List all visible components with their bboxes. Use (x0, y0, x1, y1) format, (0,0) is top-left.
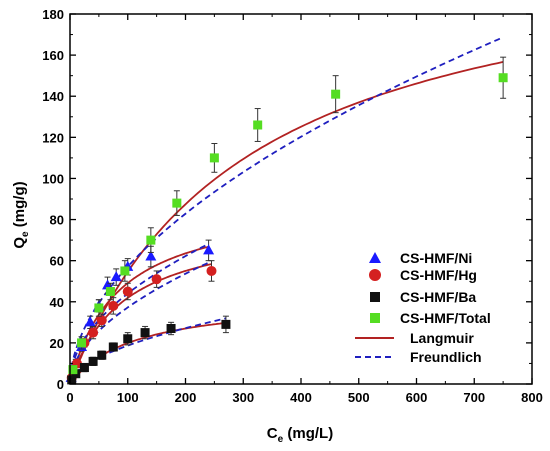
legend-item-ni: CS-HMF/Ni (369, 250, 472, 266)
y-tick-label: 120 (42, 130, 64, 145)
x-tick-label: 200 (175, 390, 197, 405)
x-tick-label: 0 (66, 390, 73, 405)
data-point-total (498, 73, 508, 83)
axes: 0 100 200 300 400 500 600 700 800 0 20 40 60 80 100 120… (42, 7, 543, 405)
legend-marker-triangle (369, 252, 381, 263)
y-tick-label: 80 (50, 213, 64, 228)
x-tick-label: 800 (521, 390, 543, 405)
freundlich-fit-curve (69, 36, 504, 378)
y-tick-label: 140 (42, 89, 64, 104)
x-axis-title: Ce (mg/L) (267, 425, 333, 445)
data-point-ba (108, 342, 118, 352)
data-point-total (331, 89, 341, 99)
legend-label: CS-HMF/Hg (400, 267, 477, 283)
x-tick-label: 100 (117, 390, 139, 405)
y-tick-label: 100 (42, 171, 64, 186)
data-point-ni (110, 271, 122, 282)
x-tick-label: 600 (406, 390, 428, 405)
data-point-hg (122, 286, 133, 297)
x-tick-label: 700 (463, 390, 485, 405)
legend-marker-square (370, 313, 380, 323)
data-point-ba (166, 324, 176, 333)
data-point-ni (145, 250, 157, 261)
data-point-total (94, 303, 104, 313)
plot-frame (69, 13, 533, 385)
legend-label: CS-HMF/Total (400, 310, 491, 326)
data-point-hg (206, 265, 217, 276)
y-tick-label: 0 (57, 377, 64, 392)
data-point-total (105, 287, 115, 296)
data-point-ba (123, 334, 133, 344)
legend-item-freundlich: Freundlich (355, 349, 482, 365)
x-tick-label: 400 (290, 390, 312, 405)
legend-marker-square (370, 292, 380, 302)
data-point-hg (108, 300, 119, 311)
data-point-total (120, 266, 130, 276)
legend-item-ba: CS-HMF/Ba (370, 289, 476, 305)
langmuir-fit-curve (69, 61, 504, 384)
legend-item-langmuir: Langmuir (355, 330, 474, 346)
data-point-ba (140, 328, 150, 338)
data-point-ba (221, 319, 231, 329)
data-point-ni (203, 244, 215, 255)
data-point-ni (84, 316, 96, 327)
data-point-total (68, 365, 78, 375)
y-tick-label: 180 (42, 7, 64, 22)
legend: CS-HMF/Ni CS-HMF/Hg CS-HMF/Ba CS-HMF/Tot… (355, 250, 491, 365)
legend-item-hg: CS-HMF/Hg (369, 267, 477, 283)
x-tick-label: 300 (232, 390, 254, 405)
legend-label: CS-HMF/Ni (400, 250, 472, 266)
legend-item-total: CS-HMF/Total (370, 310, 491, 326)
data-point-hg (96, 315, 107, 326)
data-points (65, 56, 508, 385)
data-point-total (146, 235, 156, 245)
data-point-ba (79, 363, 89, 373)
data-point-hg (88, 327, 99, 338)
data-point-total (77, 338, 87, 348)
legend-label: CS-HMF/Ba (400, 289, 476, 305)
y-tick-label: 20 (50, 336, 64, 351)
y-tick-label: 40 (50, 295, 64, 310)
data-point-ba (97, 350, 107, 360)
y-tick-label: 60 (50, 254, 64, 269)
data-point-total (172, 198, 182, 208)
data-point-ba (88, 356, 98, 366)
y-axis-title: Qe (mg/g) (11, 181, 31, 248)
data-point-ba (67, 375, 77, 385)
legend-label: Freundlich (410, 349, 482, 365)
legend-label: Langmuir (410, 330, 474, 346)
freundlich-fit-curve (69, 260, 212, 380)
legend-marker-circle (369, 269, 381, 281)
y-tick-label: 160 (42, 48, 64, 63)
data-point-total (209, 153, 219, 163)
x-tick-label: 500 (348, 390, 370, 405)
data-point-total (253, 120, 263, 130)
data-point-hg (151, 274, 162, 285)
